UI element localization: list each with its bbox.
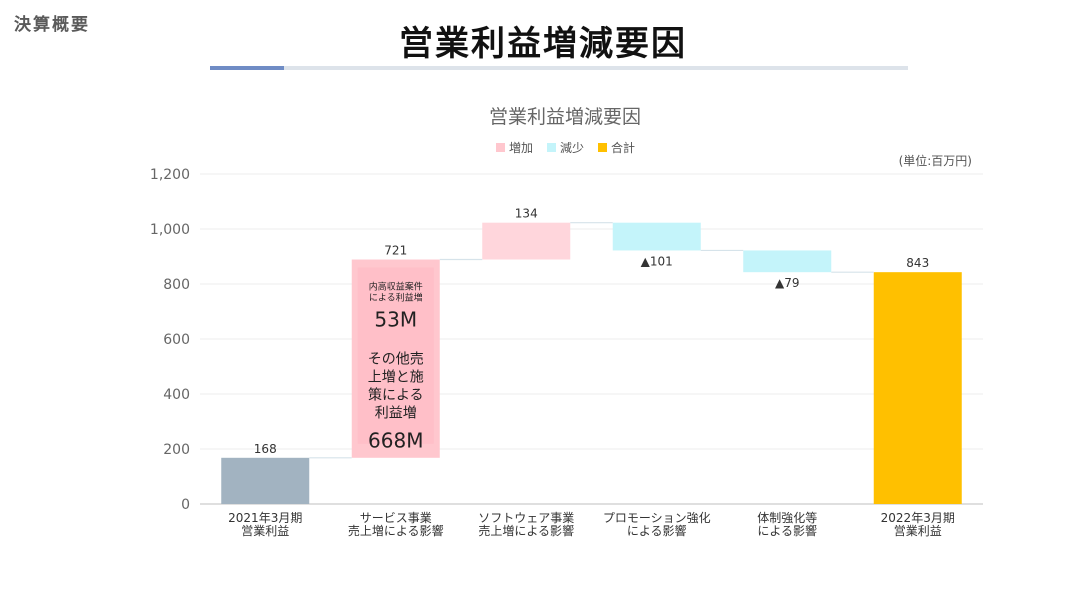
bar	[482, 222, 571, 260]
y-tick-label: 400	[163, 387, 190, 403]
legend-label: 合計	[611, 140, 635, 155]
chart-title: 営業利益増減要因	[489, 106, 641, 128]
annotation-caption: その他売	[368, 352, 424, 368]
annotation-caption: 利益増	[375, 406, 417, 422]
data-label: 134	[515, 207, 538, 221]
x-tick-label: 営業利益	[241, 524, 289, 538]
y-tick-label: 0	[181, 497, 190, 513]
legend-swatch	[547, 143, 556, 152]
x-tick-label: による影響	[757, 523, 817, 538]
x-tick-label: プロモーション強化	[603, 511, 711, 525]
x-tick-label: による影響	[627, 523, 687, 538]
annotation-value: 668M	[368, 429, 423, 453]
data-label: 843	[906, 256, 929, 270]
annotation-caption: 上増と施	[368, 370, 424, 386]
x-tick-label: 2022年3月期	[881, 511, 955, 525]
bar	[221, 457, 310, 504]
unit-note: (単位:百万円)	[899, 153, 972, 168]
bar	[612, 222, 701, 251]
annotation-caption: 内高収益案件	[369, 281, 423, 293]
title-underline-accent	[210, 66, 284, 70]
page-title: 営業利益増減要因	[399, 24, 687, 64]
bar	[873, 272, 962, 504]
annotation-caption: による利益増	[369, 292, 423, 304]
x-tick-label: サービス事業	[360, 511, 432, 525]
legend-label: 増加	[509, 141, 533, 155]
bar	[743, 250, 832, 273]
x-tick-label: 2021年3月期	[228, 511, 302, 525]
y-tick-label: 200	[163, 442, 190, 458]
legend-swatch	[496, 143, 505, 152]
annotation-panel	[357, 267, 434, 444]
data-label: 168	[254, 442, 277, 456]
x-tick-label: ソフトウェア事業	[478, 511, 574, 525]
data-label: ▲79	[775, 276, 800, 290]
y-tick-label: 600	[163, 332, 190, 348]
data-label: 721	[384, 244, 407, 258]
x-tick-label: 体制強化等	[757, 511, 817, 525]
legend-swatch	[598, 143, 607, 152]
y-tick-label: 1,000	[150, 222, 190, 238]
data-label: ▲101	[641, 254, 673, 268]
x-tick-label: 売上増による影響	[348, 523, 444, 538]
y-tick-label: 800	[163, 277, 190, 293]
title-underline	[210, 66, 908, 70]
annotation-value: 53M	[374, 308, 417, 332]
x-tick-label: 営業利益	[894, 524, 942, 538]
y-tick-label: 1,200	[150, 167, 190, 183]
legend-label: 減少	[560, 140, 584, 155]
section-label: 決算概要	[14, 15, 90, 35]
annotation-caption: 策による	[368, 387, 424, 404]
x-tick-label: 売上増による影響	[478, 523, 574, 538]
